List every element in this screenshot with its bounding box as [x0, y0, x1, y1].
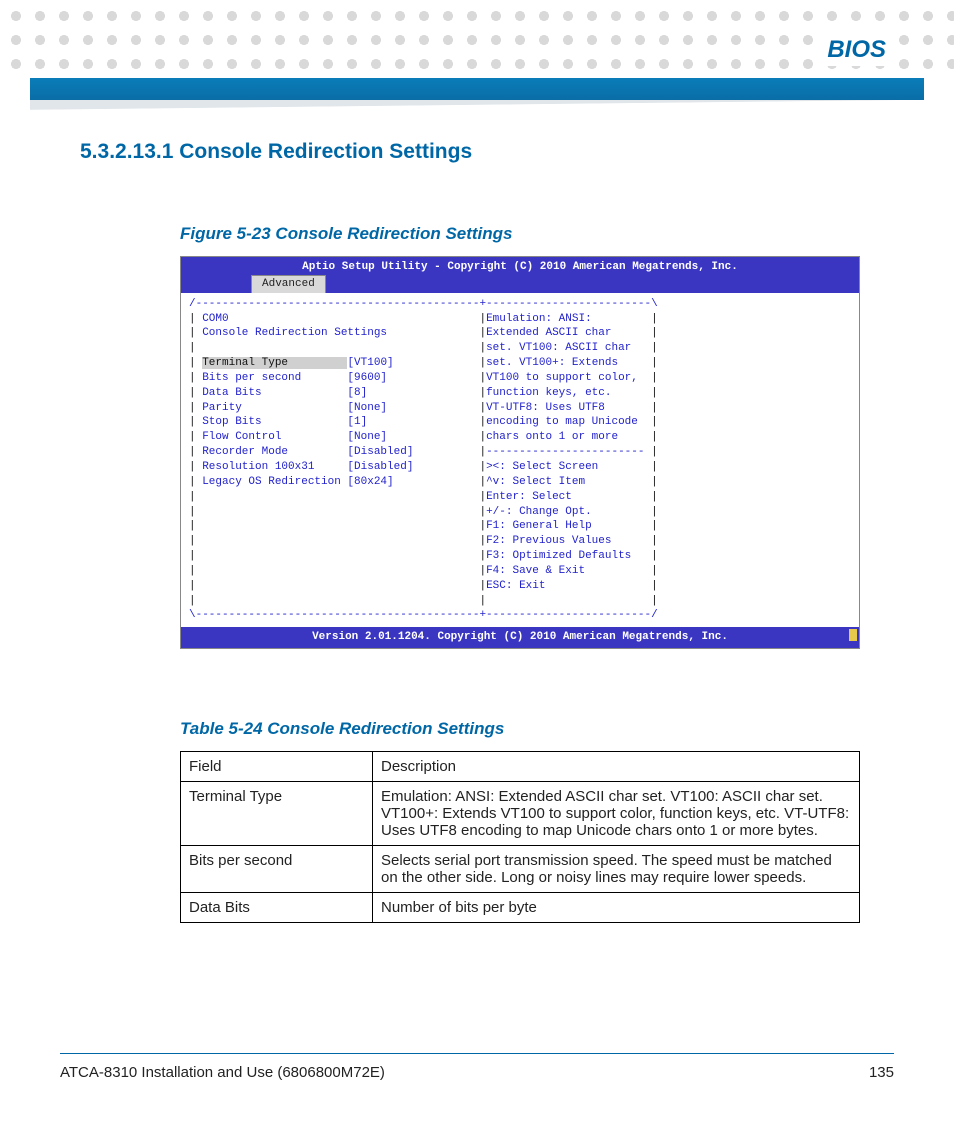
footer-page-number: 135 [869, 1064, 894, 1081]
bios-footer: Version 2.01.1204. Copyright (C) 2010 Am… [181, 627, 859, 648]
bios-header: Aptio Setup Utility - Copyright (C) 2010… [181, 257, 859, 275]
table-cell: Data Bits [181, 893, 373, 923]
page-content: 5.3.2.13.1 Console Redirection Settings … [0, 100, 954, 1053]
bios-screenshot: Aptio Setup Utility - Copyright (C) 2010… [180, 256, 860, 649]
settings-table: FieldDescriptionTerminal TypeEmulation: … [180, 751, 860, 923]
table-cell: Emulation: ANSI: Extended ASCII char set… [373, 782, 860, 846]
table-header-cell: Description [373, 752, 860, 782]
table-cell: Terminal Type [181, 782, 373, 846]
table-cell: Number of bits per byte [373, 893, 860, 923]
bios-tab-row: Advanced [181, 275, 859, 293]
header-section-box: BIOS [819, 34, 894, 66]
header-dots-pattern: BIOS [0, 0, 954, 70]
bios-body: /---------------------------------------… [181, 293, 859, 628]
section-heading: 5.3.2.13.1 Console Redirection Settings [80, 140, 874, 164]
table-cell: Bits per second [181, 846, 373, 893]
table-header-cell: Field [181, 752, 373, 782]
header-section-name: BIOS [827, 36, 886, 63]
page-footer: ATCA-8310 Installation and Use (6806800M… [60, 1053, 894, 1111]
figure-caption: Figure 5-23 Console Redirection Settings [180, 224, 874, 244]
table-cell: Selects serial port transmission speed. … [373, 846, 860, 893]
table-caption: Table 5-24 Console Redirection Settings [180, 719, 874, 739]
footer-doc-title: ATCA-8310 Installation and Use (6806800M… [60, 1064, 385, 1081]
header-blue-bar [30, 78, 924, 100]
bios-tab-advanced: Advanced [251, 275, 326, 293]
